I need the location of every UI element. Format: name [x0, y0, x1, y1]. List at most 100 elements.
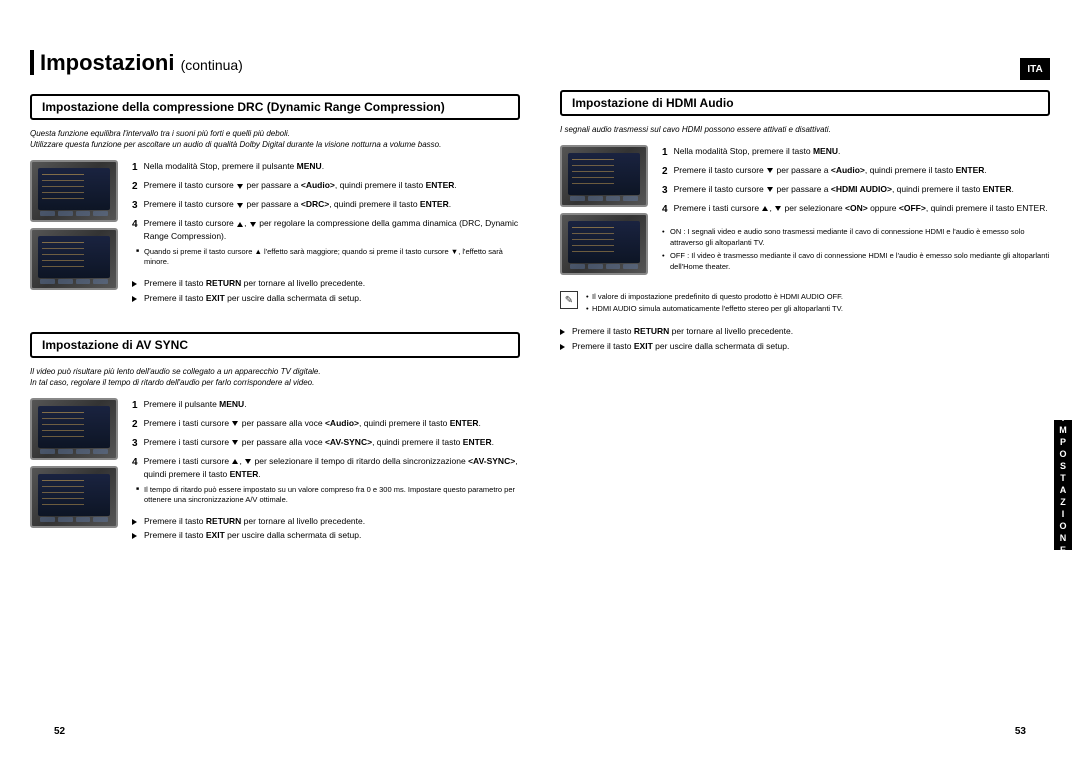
dot-note: ON : I segnali video e audio sono trasme… — [662, 227, 1050, 248]
step-text: Premere i tasti cursore per passare alla… — [144, 417, 520, 432]
caret-up-icon — [232, 459, 238, 464]
intro-line: Utilizzare questa funzione per ascoltare… — [30, 140, 441, 149]
step-number: 1 — [132, 160, 138, 175]
page-spread: Impostazioni (continua) Impostazione del… — [0, 0, 1080, 763]
title-text: Impostazioni — [30, 50, 174, 75]
step-text: Premere i tasti cursore per passare alla… — [144, 436, 520, 451]
caret-down-icon — [250, 222, 256, 227]
step-text: Premere il tasto cursore per passare a <… — [144, 198, 520, 213]
content-row: 1 Nella modalità Stop, premere il pulsant… — [30, 160, 520, 307]
section-avsync: Impostazione di AV SYNC Il video può ris… — [30, 332, 520, 546]
caret-down-icon — [232, 440, 238, 445]
step-number: 1 — [132, 398, 138, 413]
section-drc: Impostazione della compressione DRC (Dyn… — [30, 94, 520, 308]
step: 3 Premere il tasto cursore per passare a … — [132, 198, 520, 213]
note-box: ✎ Il valore di impostazione predefinito … — [560, 291, 1050, 316]
step-number: 4 — [132, 217, 138, 243]
step-number: 2 — [662, 164, 668, 179]
steps: 1 Nella modalità Stop, premere il tasto M… — [662, 145, 1050, 281]
content-row: 1 Nella modalità Stop, premere il tasto M… — [560, 145, 1050, 281]
thumb-column — [30, 398, 122, 545]
step-text: Premere il tasto cursore per passare a <… — [674, 183, 1050, 198]
arrow-note: Premere il tasto EXIT per uscire dalla s… — [132, 530, 520, 542]
content-row: 1 Premere il pulsante MENU. 2 Premere i ta… — [30, 398, 520, 545]
step-number: 2 — [132, 417, 138, 432]
step: 4 Premere i tasti cursore , per seleziona… — [662, 202, 1050, 217]
screen-thumbnail — [30, 160, 118, 222]
caret-down-icon — [767, 168, 773, 173]
step: 1 Nella modalità Stop, premere il tasto M… — [662, 145, 1050, 160]
steps: 1 Nella modalità Stop, premere il pulsant… — [132, 160, 520, 307]
sub-note: Il tempo di ritardo può essere impostato… — [132, 485, 520, 506]
caret-down-icon — [237, 184, 243, 189]
thumb-column — [30, 160, 122, 307]
side-tab: IMPOSTAZIONE — [1054, 420, 1072, 550]
step: 2 Premere il tasto cursore per passare a … — [132, 179, 520, 194]
caret-down-icon — [767, 187, 773, 192]
intro-text: Questa funzione equilibra l'intervallo t… — [30, 128, 520, 150]
screen-thumbnail — [30, 398, 118, 460]
steps: 1 Premere il pulsante MENU. 2 Premere i ta… — [132, 398, 520, 545]
intro-line: Il video può risultare più lento dell'au… — [30, 367, 321, 376]
step-number: 3 — [132, 198, 138, 213]
step-text: Nella modalità Stop, premere il tasto ME… — [674, 145, 1050, 160]
step-number: 3 — [662, 183, 668, 198]
step-number: 1 — [662, 145, 668, 160]
screen-thumbnail — [560, 145, 648, 207]
screen-thumbnail — [30, 228, 118, 290]
step: 3 Premere il tasto cursore per passare a … — [662, 183, 1050, 198]
section-hdmi: Impostazione di HDMI Audio I segnali aud… — [560, 90, 1050, 352]
step: 2 Premere il tasto cursore per passare a … — [662, 164, 1050, 179]
caret-down-icon — [237, 203, 243, 208]
note-line: HDMI AUDIO simula automaticamente l'effe… — [586, 303, 843, 314]
step: 4Premere il tasto cursore , per regolare… — [132, 217, 520, 243]
screen-thumbnail — [30, 466, 118, 528]
section-heading-drc: Impostazione della compressione DRC (Dyn… — [30, 94, 520, 120]
step: 1 Nella modalità Stop, premere il pulsant… — [132, 160, 520, 175]
caret-down-icon — [245, 459, 251, 464]
step-number: 4 — [132, 455, 138, 481]
note-body: Il valore di impostazione predefinito di… — [586, 291, 843, 316]
intro-line: Questa funzione equilibra l'intervallo t… — [30, 129, 290, 138]
arrow-note: Premere il tasto RETURN per tornare al l… — [132, 516, 520, 528]
language-badge: ITA — [1020, 58, 1050, 80]
left-page: Impostazioni (continua) Impostazione del… — [0, 0, 540, 763]
title-suffix: (continua) — [181, 57, 243, 73]
step-text: Premere il pulsante MENU. — [144, 398, 520, 413]
arrow-note: Premere il tasto RETURN per tornare al l… — [560, 326, 1050, 338]
step-number: 4 — [662, 202, 668, 217]
intro-text: I segnali audio trasmessi sul cavo HDMI … — [560, 124, 1050, 135]
note-icon: ✎ — [560, 291, 578, 309]
step: 3 Premere i tasti cursore per passare all… — [132, 436, 520, 451]
caret-up-icon — [762, 206, 768, 211]
dot-note: OFF : Il video è trasmesso mediante il c… — [662, 251, 1050, 272]
step-text: Nella modalità Stop, premere il pulsante… — [144, 160, 520, 175]
page-number-right: 53 — [1015, 726, 1026, 737]
step: 4Premere i tasti cursore , per seleziona… — [132, 455, 520, 481]
intro-text: Il video può risultare più lento dell'au… — [30, 366, 520, 388]
section-heading-hdmi: Impostazione di HDMI Audio — [560, 90, 1050, 116]
step-text: Premere il tasto cursore per passare a <… — [674, 164, 1050, 179]
screen-thumbnail — [560, 213, 648, 275]
arrow-note: Premere il tasto EXIT per uscire dalla s… — [132, 293, 520, 305]
step-text: Premere il tasto cursore per passare a <… — [144, 179, 520, 194]
step-number: 2 — [132, 179, 138, 194]
main-title: Impostazioni (continua) — [30, 50, 520, 76]
step-text: Premere i tasti cursore , per selezionar… — [144, 455, 520, 481]
right-page: ITA Impostazione di HDMI Audio I segnali… — [540, 0, 1080, 763]
thumb-column — [560, 145, 652, 281]
caret-down-icon — [775, 206, 781, 211]
step-text: Premere i tasti cursore , per selezionar… — [674, 202, 1050, 217]
section-heading-avsync: Impostazione di AV SYNC — [30, 332, 520, 358]
sub-note: Quando si preme il tasto cursore ▲ l'eff… — [132, 247, 520, 268]
step: 1 Premere il pulsante MENU. — [132, 398, 520, 413]
step-number: 3 — [132, 436, 138, 451]
step: 2 Premere i tasti cursore per passare all… — [132, 417, 520, 432]
caret-down-icon — [232, 421, 238, 426]
note-line: Il valore di impostazione predefinito di… — [586, 291, 843, 302]
arrow-note: Premere il tasto EXIT per uscire dalla s… — [560, 341, 1050, 353]
arrow-note: Premere il tasto RETURN per tornare al l… — [132, 278, 520, 290]
step-text: Premere il tasto cursore , per regolare … — [144, 217, 520, 243]
intro-line: In tal caso, regolare il tempo di ritard… — [30, 378, 314, 387]
page-number-left: 52 — [54, 726, 65, 737]
